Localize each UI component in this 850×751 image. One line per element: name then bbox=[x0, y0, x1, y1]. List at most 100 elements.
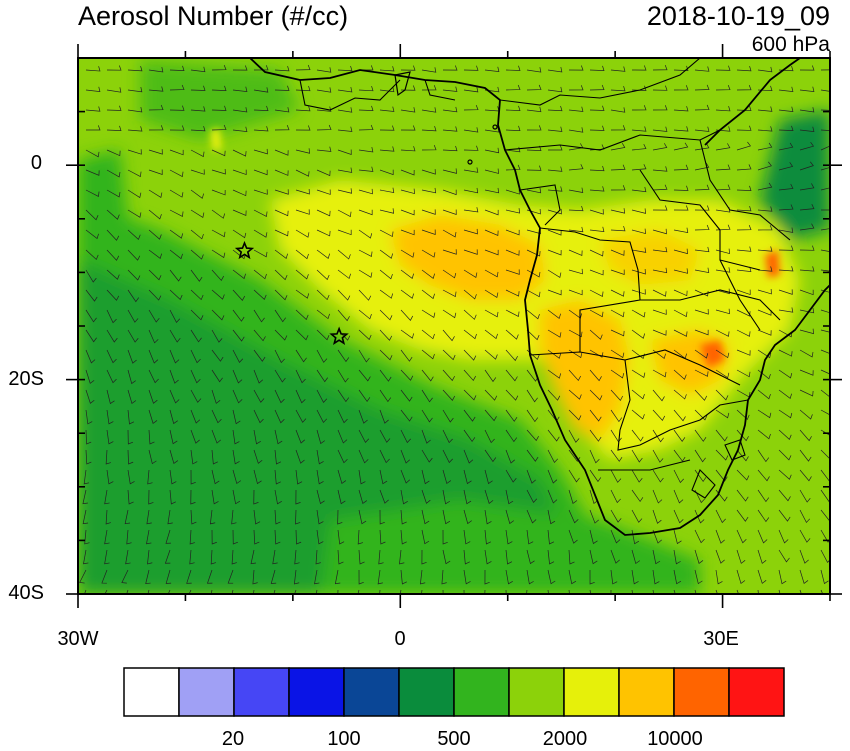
wind-barb bbox=[610, 389, 624, 401]
wind-barb bbox=[232, 126, 248, 132]
wind-barb bbox=[253, 249, 268, 258]
wind-barb bbox=[316, 289, 330, 301]
wind-barb bbox=[358, 229, 373, 239]
wind-barb bbox=[421, 509, 430, 525]
wind-barb bbox=[421, 107, 437, 113]
wind-barb bbox=[799, 409, 813, 420]
wind-barb bbox=[442, 389, 456, 401]
wind-barb bbox=[673, 409, 686, 422]
wind-barb bbox=[694, 184, 710, 191]
wind-barb bbox=[211, 469, 220, 485]
wind-barb bbox=[757, 246, 773, 252]
wind-barb bbox=[189, 529, 195, 545]
wind-barb bbox=[358, 188, 373, 195]
wind-barb bbox=[358, 349, 370, 363]
wind-barb bbox=[505, 164, 521, 171]
wind-barb bbox=[694, 224, 710, 231]
wind-barb bbox=[421, 489, 431, 504]
wind-barb bbox=[85, 169, 100, 176]
wind-barb bbox=[421, 126, 437, 132]
wind-barb bbox=[484, 409, 497, 422]
wind-barb bbox=[127, 469, 135, 485]
wind-barb bbox=[820, 389, 830, 398]
wind-barb bbox=[484, 269, 499, 278]
wind-barb bbox=[274, 369, 286, 383]
wind-barb bbox=[85, 289, 98, 302]
wind-barb bbox=[652, 429, 664, 443]
wind-barb bbox=[568, 509, 579, 524]
wind-barb bbox=[148, 309, 160, 323]
wind-barb bbox=[610, 143, 626, 151]
wind-barb bbox=[715, 65, 731, 71]
wind-barb bbox=[148, 189, 163, 198]
wind-barb bbox=[337, 167, 353, 173]
wind-barb bbox=[715, 84, 731, 91]
wind-barb bbox=[211, 169, 226, 175]
wind-barb bbox=[127, 189, 142, 199]
wind-barb bbox=[211, 249, 226, 259]
wind-barb bbox=[316, 469, 324, 485]
wind-barb bbox=[505, 289, 520, 297]
wind-barb bbox=[148, 125, 164, 131]
wind-barb bbox=[463, 127, 479, 133]
wind-barb bbox=[463, 529, 471, 545]
wind-barb bbox=[736, 469, 750, 481]
wind-barb bbox=[799, 126, 815, 132]
wind-barb bbox=[186, 569, 192, 584]
wind-barb bbox=[400, 349, 413, 362]
wind-barb bbox=[274, 529, 281, 545]
wind-barb bbox=[421, 409, 433, 423]
wind-barb bbox=[526, 549, 535, 565]
wind-barb bbox=[757, 409, 772, 419]
wind-barb bbox=[568, 529, 578, 544]
wind-barb bbox=[124, 509, 131, 525]
wind-barb bbox=[253, 126, 269, 132]
wind-barb bbox=[358, 85, 374, 92]
wind-barb bbox=[610, 409, 623, 423]
wind-barb bbox=[442, 309, 457, 319]
wind-barb bbox=[799, 204, 815, 211]
wind-barb bbox=[377, 569, 384, 585]
wind-barb bbox=[379, 169, 394, 176]
wind-barb bbox=[270, 569, 277, 584]
wind-barb bbox=[146, 509, 152, 525]
wind-barb bbox=[358, 549, 365, 565]
wind-barb bbox=[379, 269, 393, 280]
wind-barb bbox=[757, 489, 770, 503]
wind-barb bbox=[547, 469, 558, 484]
wind-barb bbox=[694, 449, 706, 463]
wind-barb bbox=[253, 87, 269, 93]
wind-barb bbox=[694, 84, 710, 91]
wind-barb bbox=[400, 469, 411, 484]
wind-barb bbox=[421, 529, 430, 545]
wind-barb bbox=[820, 309, 830, 314]
wind-barb bbox=[652, 166, 668, 172]
wind-barb bbox=[547, 249, 562, 256]
wind-barb bbox=[568, 389, 582, 400]
wind-barb bbox=[85, 389, 95, 404]
wind-barb bbox=[442, 409, 454, 423]
wind-barb bbox=[357, 529, 364, 545]
wind-barb bbox=[736, 349, 751, 356]
wind-barb bbox=[127, 449, 134, 465]
wind-barb bbox=[127, 209, 142, 218]
wind-barb bbox=[316, 249, 330, 259]
wind-barb bbox=[799, 429, 812, 442]
wind-barb bbox=[631, 429, 644, 442]
wind-barb bbox=[314, 569, 320, 585]
wind-barb bbox=[358, 289, 372, 301]
wind-barb bbox=[85, 409, 93, 425]
wind-barb bbox=[85, 309, 97, 323]
wind-barb bbox=[337, 509, 343, 525]
wind-barb bbox=[589, 125, 605, 131]
wind-barb bbox=[358, 389, 371, 403]
wind-barb bbox=[673, 85, 689, 91]
wind-barb bbox=[715, 143, 731, 151]
wind-barb bbox=[652, 85, 668, 91]
wind-barb bbox=[799, 529, 811, 543]
wind-barb bbox=[337, 529, 345, 545]
wind-barb bbox=[799, 289, 814, 296]
wind-barb bbox=[526, 309, 540, 320]
wind-barb bbox=[442, 126, 458, 132]
wind-barb bbox=[505, 208, 521, 214]
